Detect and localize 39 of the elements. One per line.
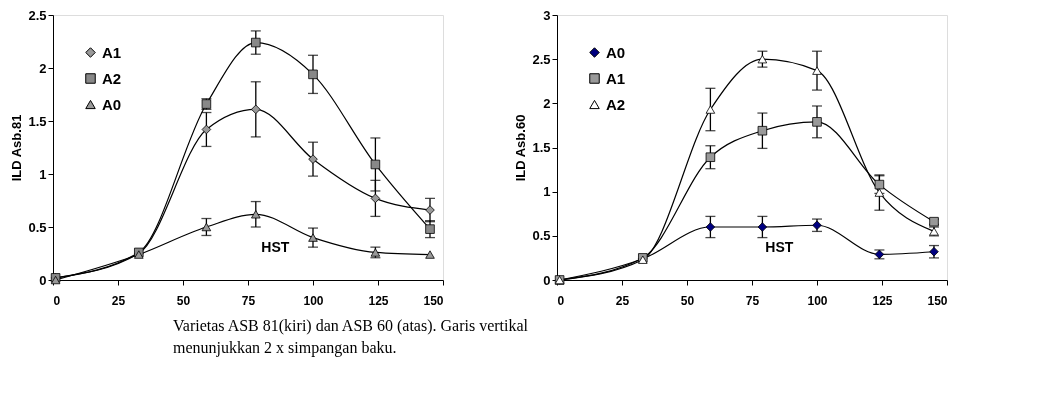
- x-tick-label: 25: [615, 293, 630, 308]
- text: Varietas ASB 81(kiri) dan ASB 60 (atas). Garis vertikal: [173, 317, 529, 335]
- y-tick-label: 0: [39, 272, 47, 288]
- y-tick-label: 2: [39, 60, 47, 76]
- legend-label: A2: [102, 69, 122, 87]
- text: menunjukkan 2 x simpangan baku.: [173, 339, 397, 357]
- legend-label: A1: [606, 69, 626, 87]
- y-axis-title: ILD Asb.60: [513, 114, 529, 182]
- x-tick-label: 0: [557, 293, 565, 308]
- y-tick-label: 0.5: [532, 228, 551, 244]
- y-tick-label: 2.5: [28, 7, 47, 23]
- legend-label: A0: [606, 43, 626, 61]
- y-tick-label: 3: [543, 7, 551, 23]
- y-tick-label: 0.5: [28, 219, 47, 235]
- x-tick-label: 50: [680, 293, 695, 308]
- x-tick-label: 0: [53, 293, 61, 308]
- x-tick-label: 100: [807, 293, 828, 308]
- x-tick-label: 75: [745, 293, 760, 308]
- y-axis-title: ILD Asb.81: [9, 114, 25, 182]
- legend-label: A1: [102, 43, 122, 61]
- x-tick-label: 75: [241, 293, 256, 308]
- y-tick-label: 0: [543, 272, 551, 288]
- x-axis-title: HST: [261, 239, 290, 256]
- x-tick-label: 125: [872, 293, 893, 308]
- y-tick-label: 1: [543, 184, 551, 200]
- y-tick-label: 1: [39, 166, 47, 182]
- x-tick-label: 100: [303, 293, 324, 308]
- y-tick-label: 2.5: [532, 51, 551, 67]
- legend-label: A0: [102, 95, 122, 113]
- x-axis-title: HST: [765, 239, 794, 256]
- x-tick-label: 50: [176, 293, 191, 308]
- x-tick-label: 25: [111, 293, 126, 308]
- y-tick-label: 2: [543, 95, 551, 111]
- x-tick-label: 150: [423, 293, 444, 308]
- x-tick-label: 125: [368, 293, 389, 308]
- legend-label: A2: [606, 95, 626, 113]
- y-tick-label: 1.5: [28, 113, 47, 129]
- y-tick-label: 1.5: [532, 140, 551, 155]
- x-tick-label: 150: [927, 293, 948, 308]
